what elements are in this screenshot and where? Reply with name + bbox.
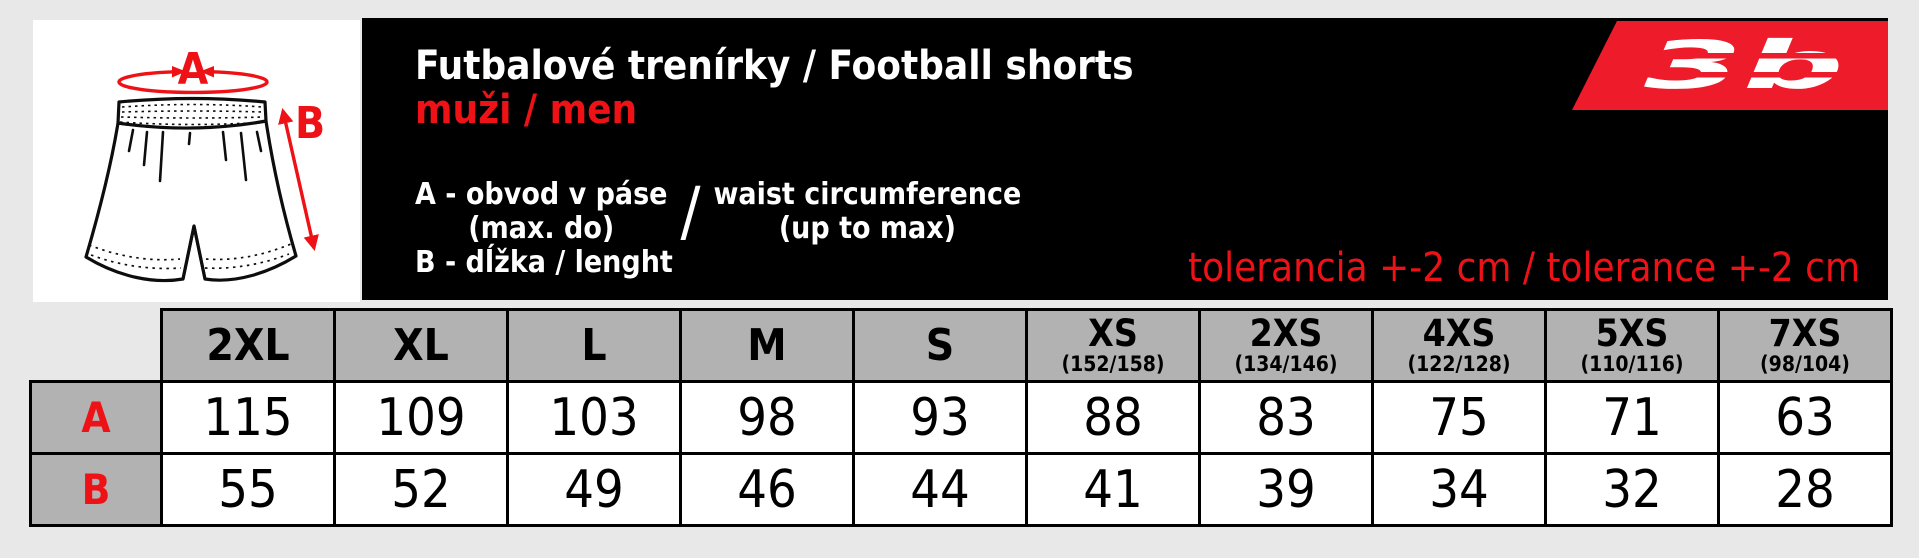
shorts-body-outline [84, 119, 298, 283]
legend-a-english: waist circumference [713, 177, 1022, 212]
size-col-7xs: 7XS (98/104) [1717, 308, 1893, 383]
cell-b-l: 49 [506, 452, 682, 527]
measure-a-ellipse [117, 70, 269, 95]
brand-logo: 3b [1572, 21, 1888, 110]
cell-b-xs: 41 [1025, 452, 1201, 527]
logo-slit-bottom [1622, 72, 1878, 78]
cell-a-xs: 88 [1025, 380, 1201, 455]
measure-a-arrow-right [200, 66, 214, 78]
shorts-illustration-panel: A B [33, 20, 360, 302]
measure-b-label: B [295, 98, 325, 149]
cell-b-m: 46 [679, 452, 855, 527]
logo-slit-top [1622, 53, 1878, 59]
measurement-legend: A - obvod v páse / waist circumference (… [415, 178, 1021, 280]
legend-a-slovak-note: (max. do) [468, 211, 615, 246]
size-col-5xs: 5XS (110/116) [1544, 308, 1720, 383]
cell-a-2xl: 115 [160, 380, 336, 455]
page-subtitle: muži / men [415, 87, 638, 133]
size-table: 2XL XL L M S XS (152/158) [29, 308, 1893, 527]
cell-a-7xs: 63 [1717, 380, 1893, 455]
size-col-l: L [506, 308, 682, 383]
row-b-label: B [29, 452, 163, 527]
cell-a-5xs: 71 [1544, 380, 1720, 455]
size-header-row: 2XL XL L M S XS (152/158) [31, 308, 1893, 383]
cell-b-7xs: 28 [1717, 452, 1893, 527]
cell-b-5xs: 32 [1544, 452, 1720, 527]
size-col-4xs: 4XS (122/128) [1371, 308, 1547, 383]
tolerance-note: tolerancia +-2 cm / tolerance +-2 cm [1187, 245, 1860, 291]
cell-b-2xs: 39 [1198, 452, 1374, 527]
cell-a-4xs: 75 [1371, 380, 1547, 455]
measure-a-label: A [178, 44, 209, 95]
cell-a-m: 98 [679, 380, 855, 455]
shorts-diagram: A B [84, 44, 325, 283]
size-col-2xl: 2XL [160, 308, 336, 383]
cell-a-xl: 109 [333, 380, 509, 455]
size-col-xs: XS (152/158) [1025, 308, 1201, 383]
brand-logo-text: 3b [1644, 27, 1844, 104]
cell-a-s: 93 [852, 380, 1028, 455]
table-row-b: B 55 52 49 46 44 41 39 34 32 28 [29, 452, 1893, 527]
table-row-a: A 115 109 103 98 93 88 83 75 71 63 [29, 380, 1893, 455]
size-col-m: M [679, 308, 855, 383]
cell-b-4xs: 34 [1371, 452, 1547, 527]
legend-a-english-note: (up to max) [778, 211, 956, 246]
cell-b-s: 44 [852, 452, 1028, 527]
legend-a-slovak: A - obvod v páse [415, 177, 668, 212]
cell-b-xl: 52 [333, 452, 509, 527]
legend-b-line: B - dĺžka / lenght [415, 245, 673, 280]
size-col-2xs: 2XS (134/146) [1198, 308, 1374, 383]
row-a-label: A [29, 380, 163, 455]
measure-a-arrow-left [172, 66, 186, 78]
cell-a-l: 103 [506, 380, 682, 455]
shorts-crotch-seam [181, 225, 207, 280]
legend-big-slash: / [680, 173, 701, 250]
size-col-s: S [852, 308, 1028, 383]
brand-logo-mark: 3b [1622, 27, 1878, 104]
header-panel: Futbalové trenírky / Football shorts muž… [362, 18, 1888, 300]
gather-creases [127, 128, 263, 183]
size-col-xl: XL [333, 308, 509, 383]
cell-b-2xl: 55 [160, 452, 336, 527]
page-title: Futbalové trenírky / Football shorts [415, 43, 1134, 89]
cell-a-2xs: 83 [1198, 380, 1374, 455]
table-corner-spacer [31, 310, 162, 382]
measure-b-arrow [278, 107, 319, 252]
